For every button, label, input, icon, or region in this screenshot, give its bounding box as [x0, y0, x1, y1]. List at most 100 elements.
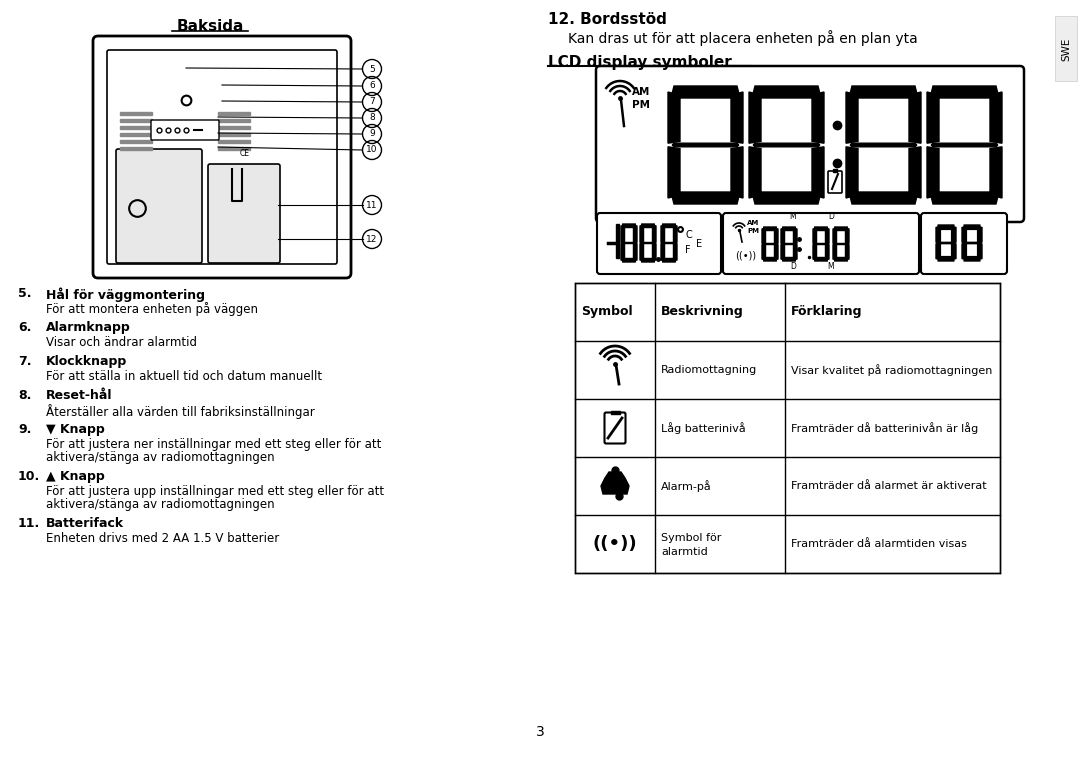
Polygon shape: [927, 92, 939, 143]
FancyBboxPatch shape: [597, 213, 721, 274]
Text: M: M: [827, 262, 835, 271]
Polygon shape: [750, 147, 761, 198]
Polygon shape: [634, 244, 637, 260]
Text: 6.: 6.: [18, 321, 31, 334]
Bar: [575, 283, 1000, 573]
Text: Visar och ändrar alarmtid: Visar och ändrar alarmtid: [46, 336, 197, 349]
Text: Förklaring: Förklaring: [791, 305, 863, 319]
Text: 10.: 10.: [18, 470, 40, 483]
Polygon shape: [731, 147, 743, 198]
Bar: [616, 224, 619, 258]
Polygon shape: [850, 145, 917, 147]
Polygon shape: [662, 259, 676, 262]
Polygon shape: [652, 226, 656, 243]
Text: 12: 12: [366, 234, 378, 244]
Polygon shape: [813, 229, 816, 244]
Text: 7.: 7.: [18, 355, 31, 368]
Text: AM: AM: [747, 220, 759, 226]
FancyBboxPatch shape: [116, 149, 202, 263]
Bar: [833, 169, 837, 172]
Bar: [120, 119, 152, 122]
Polygon shape: [825, 229, 829, 244]
Polygon shape: [642, 224, 654, 228]
Text: 12. Bordsstöd: 12. Bordsstöd: [548, 12, 666, 27]
Polygon shape: [951, 228, 956, 242]
Text: 11.: 11.: [18, 517, 40, 530]
Polygon shape: [661, 226, 664, 243]
Polygon shape: [622, 224, 636, 228]
Polygon shape: [762, 244, 766, 260]
Text: För att justera upp inställningar med ett steg eller för att: För att justera upp inställningar med et…: [46, 485, 384, 498]
Text: 11: 11: [366, 200, 378, 209]
Text: 9.: 9.: [18, 423, 31, 436]
Text: För att montera enheten på väggen: För att montera enheten på väggen: [46, 302, 258, 316]
Polygon shape: [600, 472, 629, 494]
Polygon shape: [850, 143, 917, 145]
Polygon shape: [662, 224, 676, 228]
Polygon shape: [834, 257, 848, 261]
Polygon shape: [640, 226, 644, 243]
Polygon shape: [936, 244, 941, 259]
Polygon shape: [671, 86, 740, 98]
Polygon shape: [977, 228, 982, 242]
Text: Visar kvalitet på radiomottagningen: Visar kvalitet på radiomottagningen: [791, 364, 993, 376]
Polygon shape: [846, 92, 858, 143]
Polygon shape: [927, 147, 939, 198]
Polygon shape: [752, 86, 821, 98]
FancyBboxPatch shape: [151, 120, 219, 140]
Text: E: E: [696, 239, 702, 249]
Text: AM: AM: [632, 87, 650, 97]
Text: För att ställa in aktuell tid och datum manuellt: För att ställa in aktuell tid och datum …: [46, 370, 322, 383]
Polygon shape: [990, 92, 1002, 143]
Polygon shape: [833, 244, 837, 260]
Polygon shape: [672, 143, 739, 145]
Polygon shape: [931, 143, 998, 145]
Text: D: D: [828, 212, 834, 221]
Polygon shape: [764, 257, 777, 261]
Bar: [120, 147, 152, 150]
Polygon shape: [781, 244, 784, 260]
Text: Alarm-på: Alarm-på: [661, 480, 712, 492]
Polygon shape: [671, 192, 740, 204]
Text: Framträder då alarmet är aktiverat: Framträder då alarmet är aktiverat: [791, 481, 987, 491]
Polygon shape: [640, 244, 644, 260]
Polygon shape: [634, 226, 637, 243]
Polygon shape: [977, 244, 982, 259]
Polygon shape: [762, 229, 766, 244]
Bar: [120, 132, 152, 136]
Text: 5.: 5.: [18, 287, 31, 300]
Bar: [120, 112, 152, 115]
Polygon shape: [814, 227, 828, 231]
Polygon shape: [669, 147, 680, 198]
Polygon shape: [774, 229, 778, 244]
Polygon shape: [642, 259, 654, 262]
Polygon shape: [846, 244, 849, 260]
Text: 7: 7: [369, 97, 375, 107]
Text: ((•)): ((•)): [735, 250, 756, 260]
Polygon shape: [622, 259, 636, 262]
Polygon shape: [652, 244, 656, 260]
Polygon shape: [812, 92, 824, 143]
Text: Symbol: Symbol: [581, 305, 633, 319]
Polygon shape: [846, 147, 858, 198]
Polygon shape: [731, 92, 743, 143]
Polygon shape: [621, 226, 624, 243]
Polygon shape: [990, 147, 1002, 198]
Text: 5: 5: [369, 65, 375, 74]
Text: alarmtid: alarmtid: [661, 547, 707, 557]
Text: Batterifack: Batterifack: [46, 517, 124, 530]
Text: 10: 10: [366, 145, 378, 154]
Bar: [218, 119, 249, 122]
Polygon shape: [833, 229, 837, 244]
FancyBboxPatch shape: [208, 164, 280, 263]
Text: 8.: 8.: [18, 389, 31, 402]
Text: ▼ Knapp: ▼ Knapp: [46, 423, 105, 436]
Polygon shape: [794, 229, 797, 244]
Text: F: F: [685, 245, 690, 255]
Text: ▲ Knapp: ▲ Knapp: [46, 470, 105, 483]
Polygon shape: [794, 244, 797, 260]
Polygon shape: [936, 228, 941, 242]
Polygon shape: [621, 244, 624, 260]
Polygon shape: [849, 192, 918, 204]
Text: Kan dras ut för att placera enheten på en plan yta: Kan dras ut för att placera enheten på e…: [568, 30, 918, 46]
